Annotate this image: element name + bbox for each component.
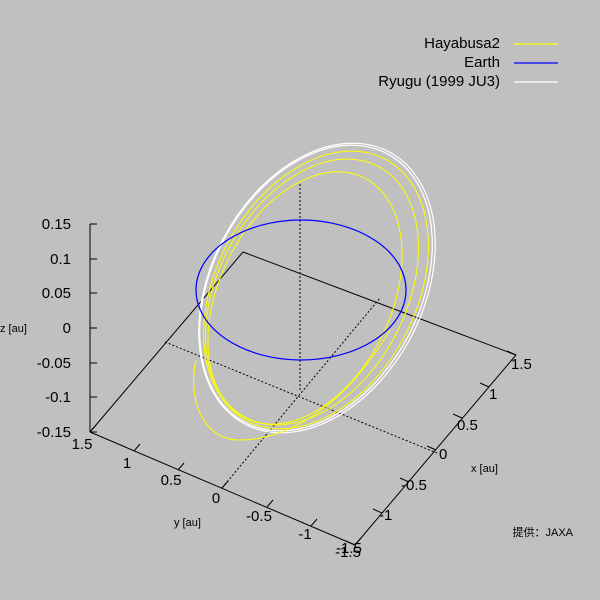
z-tick-label: 0.15 [42, 216, 71, 233]
legend: Hayabusa2 Earth Ryugu (1999 JU3) [378, 35, 558, 90]
back-edge-left [89, 251, 244, 433]
y-tick-label: -0.5 [246, 508, 272, 525]
x-tick-label: -0.5 [401, 477, 427, 494]
z-tick-label: -0.05 [37, 355, 71, 372]
z-tick-label: -0.15 [37, 424, 71, 441]
x-center-line [221, 297, 381, 489]
y-tick-mark [221, 480, 229, 489]
x-tick-labels: 1.5 1 0.5 0 -0.5 -1 -1.5 [336, 356, 532, 557]
x-tick-label: -1.5 [336, 540, 362, 557]
y-tick-label: -1 [298, 526, 311, 543]
legend-label-hayabusa2: Hayabusa2 [424, 35, 500, 52]
x-tick-mark [506, 350, 517, 356]
x-tick-label: 1 [489, 386, 497, 403]
y-tick-mark [89, 424, 97, 433]
x-tick-label: 0 [439, 446, 447, 463]
series-ryugu-orbit [198, 142, 436, 434]
y-tick-mark [310, 518, 318, 527]
y-tick-mark [133, 443, 141, 452]
y-axis-label: y [au] [174, 517, 201, 529]
y-tick-marks [89, 424, 362, 546]
x-tick-marks [345, 350, 517, 546]
back-edge-right [242, 251, 517, 356]
z-tick-label: 0.05 [42, 285, 71, 302]
x-tick-label: -1 [379, 507, 392, 524]
z-tick-marks [90, 223, 97, 433]
y-tick-label: 1 [123, 455, 131, 472]
y-tick-mark [354, 537, 362, 546]
hayabusa2-trajectory-line [193, 329, 391, 441]
x-tick-mark [452, 413, 463, 419]
y-tick-label: 0.5 [161, 472, 182, 489]
x-tick-mark [426, 445, 437, 451]
z-tick-label: 0 [63, 320, 71, 337]
z-tick-label: 0.1 [50, 251, 71, 268]
ryugu-orbit-line [198, 142, 436, 434]
x-axis-label: x [au] [471, 463, 498, 475]
x-tick-mark [372, 508, 383, 514]
legend-label-earth: Earth [464, 54, 500, 71]
z-tick-label: -0.1 [45, 389, 71, 406]
y-center-line [164, 341, 438, 454]
y-tick-labels: 1.5 1 0.5 0 -0.5 -1 -1.5 [72, 436, 361, 561]
series-hayabusa2-trajectory [193, 150, 429, 441]
hayabusa2-trajectory-line [207, 171, 403, 425]
x-tick-label: 0.5 [457, 417, 478, 434]
series-earth-orbit [195, 219, 407, 361]
legend-label-ryugu: Ryugu (1999 JU3) [378, 73, 500, 90]
x-tick-mark [399, 477, 410, 483]
ryugu-orbit-line [199, 144, 433, 432]
credit-text: 提供：JAXA [512, 525, 573, 539]
z-tick-labels: 0.15 0.1 0.05 0 -0.05 -0.1 -0.15 [37, 216, 71, 441]
y-tick-label: -1.5 [335, 544, 361, 561]
x-tick-mark [479, 382, 490, 388]
hayabusa2-trajectory-line [205, 158, 419, 426]
x-tick-mark [345, 540, 356, 546]
y-tick-label: 1.5 [72, 436, 93, 453]
center-lines [164, 182, 438, 489]
y-tick-label: 0 [212, 490, 220, 507]
x-tick-label: 1.5 [511, 356, 532, 373]
z-axis-label: z [au] [0, 323, 27, 335]
y-tick-mark [177, 462, 185, 471]
y-tick-mark [266, 499, 274, 508]
hayabusa2-trajectory-line [203, 150, 429, 430]
